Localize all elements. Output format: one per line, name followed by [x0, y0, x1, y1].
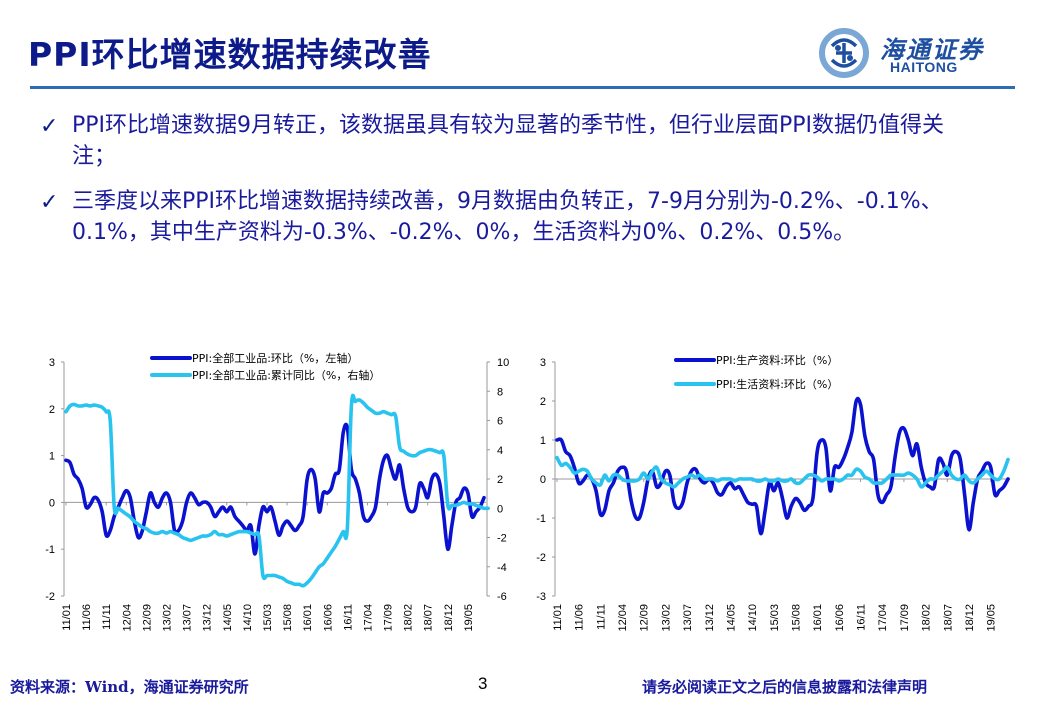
- chart-ppi-production-living: 3 2 1 0 -1 -2 -3 11/01 11/06 11/11 12/04 12/09 13/02…: [520, 340, 1040, 670]
- x-tick-label: 16/01: [302, 604, 314, 632]
- y-tick-label-right: -2: [497, 533, 507, 545]
- x-tick-label: 14/05: [222, 604, 234, 632]
- y-tick-label-right: 0: [497, 503, 503, 515]
- y-tick-label-right: -4: [497, 562, 507, 574]
- y-tick-label-left: 3: [540, 357, 546, 369]
- haitong-logo: 海通证券 HAITONG: [818, 28, 1008, 78]
- x-tick-label: 17/09: [899, 604, 911, 632]
- haitong-emblem-icon: [819, 28, 869, 78]
- logo-english-name: HAITONG: [890, 59, 958, 75]
- x-tick-label: 15/03: [262, 604, 274, 632]
- x-tick-label: 11/01: [552, 604, 564, 631]
- logo-chinese-name: 海通证券: [880, 35, 984, 64]
- x-tick-label: 13/07: [182, 604, 194, 632]
- bullet-item: ✓ PPI环比增速数据9月转正，该数据虽具有较为显著的季节性，但行业层面PPI数…: [40, 110, 990, 172]
- x-tick-label: 11/01: [61, 604, 73, 631]
- x-tick-label: 14/05: [725, 604, 737, 632]
- series-line-primary: [64, 422, 486, 556]
- series-line-primary: [555, 396, 1010, 536]
- x-tick-label: 15/03: [769, 604, 781, 632]
- series-line-secondary: [64, 393, 490, 588]
- y-tick-label-left: 0: [49, 497, 55, 509]
- y-tick-label-left: -2: [536, 552, 546, 564]
- x-tick-label: 11/06: [574, 604, 586, 631]
- x-tick-label: 19/05: [986, 604, 998, 632]
- x-tick-label: 15/08: [282, 604, 294, 632]
- y-tick-label-right: 4: [497, 445, 503, 457]
- x-tick-label: 18/07: [942, 604, 954, 632]
- x-tick-label: 16/11: [856, 604, 868, 631]
- x-tick-label: 17/09: [383, 604, 395, 632]
- chart-ppi-overall: 3 2 1 0 -1 -2 10 8 6 4 2 0 -2 -4 -6 11/01 11/06 11/11 12/0…: [0, 340, 520, 670]
- disclaimer: 请务必阅读正文之后的信息披露和法律声明: [642, 678, 928, 696]
- x-tick-label: 11/06: [81, 604, 93, 631]
- x-tick-label: 18/02: [403, 604, 415, 632]
- x-tick-label: 17/04: [362, 604, 374, 632]
- x-tick-label: 11/11: [101, 604, 113, 630]
- y-tick-label-left: -1: [45, 544, 55, 556]
- y-tick-label-right: -6: [497, 591, 507, 603]
- bullet-list: ✓ PPI环比增速数据9月转正，该数据虽具有较为显著的季节性，但行业层面PPI数…: [40, 110, 990, 262]
- y-tick-label-left: 0: [540, 474, 546, 486]
- bullet-text: PPI环比增速数据9月转正，该数据虽具有较为显著的季节性，但行业层面PPI数据仍…: [72, 113, 945, 169]
- y-tick-label-right: 2: [497, 474, 503, 486]
- x-tick-label: 18/02: [921, 604, 933, 632]
- title-divider: [30, 86, 1015, 89]
- y-tick-label-right: 6: [497, 416, 503, 428]
- x-tick-label: 16/06: [834, 604, 846, 632]
- x-tick-label: 19/05: [463, 604, 475, 632]
- x-tick-label: 14/10: [747, 604, 759, 632]
- x-tick-label: 17/04: [877, 604, 889, 632]
- bullet-item: ✓ 三季度以来PPI环比增速数据持续改善，9月数据由负转正，7-9月分别为-0.…: [40, 186, 990, 248]
- legend-label: PPI:全部工业品:环比（%，左轴）: [192, 351, 358, 365]
- x-tick-label: 12/09: [141, 604, 153, 632]
- series-line-secondary: [555, 455, 1010, 489]
- y-tick-label-left: 2: [540, 396, 546, 408]
- y-tick-label-right: 10: [497, 357, 509, 369]
- source-note: 资料来源：Wind，海通证券研究所: [10, 678, 249, 696]
- x-tick-label: 18/12: [443, 604, 455, 632]
- x-tick-label: 13/07: [682, 604, 694, 632]
- y-tick-label-left: -3: [536, 591, 546, 603]
- x-tick-label: 11/11: [595, 604, 607, 630]
- x-tick-label: 13/12: [704, 604, 716, 632]
- y-tick-label-left: 1: [49, 451, 55, 463]
- legend-label: PPI:全部工业品:累计同比（%，右轴）: [192, 368, 380, 382]
- x-tick-label: 13/12: [202, 604, 214, 632]
- bullet-text: 三季度以来PPI环比增速数据持续改善，9月数据由负转正，7-9月分别为-0.2%…: [72, 189, 943, 245]
- y-tick-label-left: 3: [49, 357, 55, 369]
- x-tick-label: 13/02: [161, 604, 173, 632]
- y-tick-label-right: 8: [497, 386, 503, 398]
- y-tick-label-left: 2: [49, 404, 55, 416]
- check-icon: ✓: [40, 189, 59, 214]
- chart-ppi-production-living-svg: 3 2 1 0 -1 -2 -3 11/01 11/06 11/11 12/04 12/09 13/02…: [536, 353, 1010, 632]
- x-tick-label: 12/09: [639, 604, 651, 632]
- y-tick-label-left: -2: [45, 591, 55, 603]
- x-tick-label: 12/04: [617, 604, 629, 632]
- x-tick-label: 18/07: [423, 604, 435, 632]
- y-tick-label-left: -1: [536, 513, 546, 525]
- x-tick-label: 16/01: [812, 604, 824, 632]
- x-tick-label: 16/11: [342, 604, 354, 631]
- legend-label: PPI:生活资料:环比（%）: [716, 377, 838, 391]
- x-tick-label: 13/02: [660, 604, 672, 632]
- x-tick-label: 12/04: [121, 604, 133, 632]
- legend-label: PPI:生产资料:环比（%）: [716, 353, 838, 367]
- page-number: 3: [478, 674, 488, 693]
- x-tick-label: 18/12: [964, 604, 976, 632]
- y-tick-label-left: 1: [540, 435, 546, 447]
- x-tick-label: 14/10: [242, 604, 254, 632]
- page-title: PPI环比增速数据持续改善: [28, 35, 432, 74]
- x-tick-label: 15/08: [791, 604, 803, 632]
- check-icon: ✓: [40, 113, 59, 138]
- x-tick-label: 16/06: [322, 604, 334, 632]
